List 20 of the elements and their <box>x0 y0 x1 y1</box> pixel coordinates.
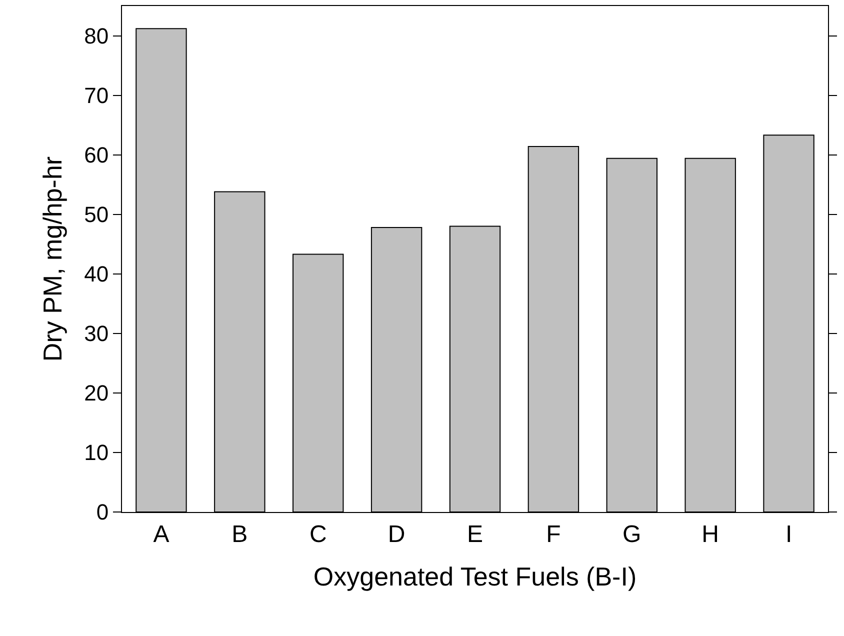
y-tick-label: 50 <box>84 202 109 228</box>
y-tick-label: 30 <box>84 321 109 346</box>
y-axis-title: Dry PM, mg/hp-hr <box>38 156 68 362</box>
x-tick-label: E <box>466 520 484 548</box>
y-tick-label: 40 <box>84 262 109 287</box>
x-tick-label: C <box>309 520 327 548</box>
x-tick-label: B <box>232 520 248 548</box>
x-tick-label: I <box>785 520 792 548</box>
x-axis-title: Oxygenated Test Fuels (B-I) <box>313 562 637 592</box>
x-tick-label: H <box>702 520 719 548</box>
x-tick-label: D <box>388 520 406 548</box>
x-tick-label: G <box>622 520 642 548</box>
y-tick-label: 20 <box>84 380 109 406</box>
x-tick-label: F <box>546 520 561 548</box>
y-tick-label: 70 <box>84 82 109 108</box>
x-tick-label: A <box>153 520 170 548</box>
y-tick-label: 10 <box>84 440 109 466</box>
y-tick-label: 0 <box>96 500 109 525</box>
y-tick-label: 60 <box>84 142 109 168</box>
y-tick-label: 80 <box>84 23 109 48</box>
